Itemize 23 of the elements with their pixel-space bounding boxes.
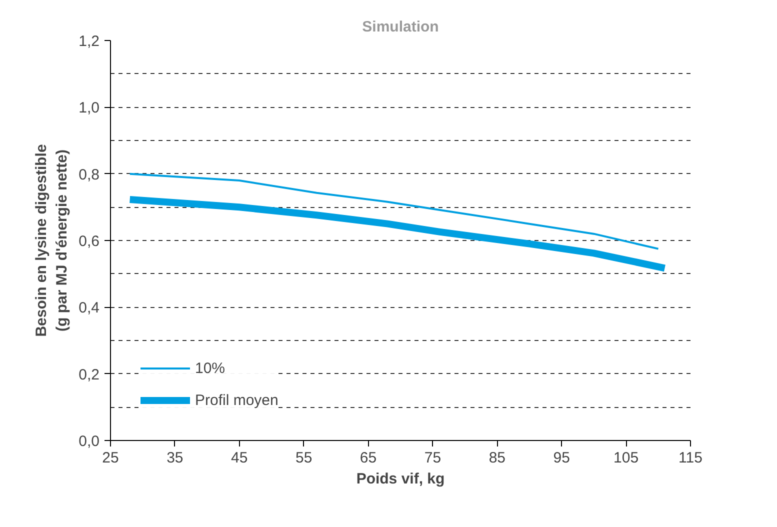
x-tick-label: 45 xyxy=(231,450,248,466)
legend-label: Profil moyen xyxy=(195,392,278,408)
x-tick-label: 55 xyxy=(295,450,312,466)
x-axis-title: Poids vif, kg xyxy=(356,470,445,488)
y-axis-title: Besoin en lysine digestible (g par MJ d'énergie nette) xyxy=(33,144,71,337)
x-tick-label: 75 xyxy=(424,450,442,466)
y-tick-label: 0,4 xyxy=(78,300,100,317)
x-tick-label: 105 xyxy=(614,450,639,466)
x-tick-label: 85 xyxy=(488,450,506,466)
x-tick-label: 35 xyxy=(166,450,184,466)
y-tick-label: 0,0 xyxy=(78,433,100,450)
line-series xyxy=(128,172,660,250)
y-tick-label: 0,2 xyxy=(78,366,100,384)
legend-label: 10% xyxy=(195,360,226,376)
x-tick-label: 95 xyxy=(553,450,570,466)
x-tick-label: 25 xyxy=(102,450,119,466)
x-tick-label: 65 xyxy=(360,450,377,466)
y-tick-label: 1,2 xyxy=(78,33,100,50)
chart-title: Simulation xyxy=(362,18,439,36)
y-tick-label: 0,6 xyxy=(78,233,100,250)
x-tick-label: 115 xyxy=(678,450,702,466)
y-tick-label: 0,8 xyxy=(78,166,100,184)
y-tick-label: 1,0 xyxy=(78,100,100,117)
